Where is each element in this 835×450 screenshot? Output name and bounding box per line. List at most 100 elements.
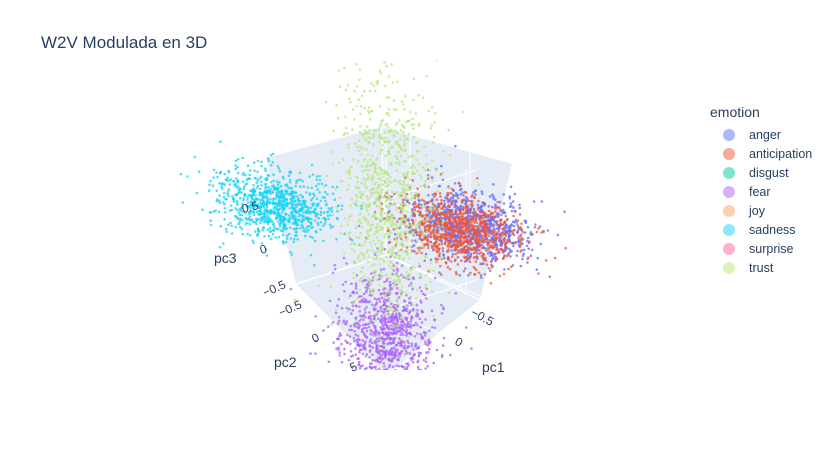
point-sadness-755: [267, 218, 270, 221]
point-sadness-796: [252, 213, 256, 217]
point-fear-292: [395, 261, 399, 265]
point-anger-299: [474, 189, 478, 192]
point-anticipation-835: [451, 228, 454, 232]
point-sadness-831: [266, 222, 270, 226]
point-trust-546: [423, 169, 427, 172]
point-fear-628: [398, 352, 401, 355]
point-fear-280: [344, 322, 348, 326]
point-fear-641: [349, 355, 353, 358]
point-sadness-542: [259, 207, 262, 210]
point-trust-469: [386, 288, 390, 291]
point-anger-484: [539, 242, 542, 246]
point-trust-778: [386, 183, 390, 186]
point-sadness-312: [264, 248, 268, 251]
point-fear-344: [341, 283, 345, 286]
point-anticipation-633: [462, 207, 466, 210]
point-anticipation-308: [535, 230, 539, 234]
point-anticipation-850: [516, 219, 520, 222]
point-sadness-798: [236, 165, 239, 169]
point-trust-606: [381, 227, 384, 230]
point-trust-686: [359, 196, 363, 200]
point-fear-787: [415, 312, 419, 315]
point-fear-197: [409, 319, 413, 323]
legend-item-fear[interactable]: fear: [710, 182, 812, 201]
point-trust-655: [406, 57, 409, 60]
point-anticipation-662: [480, 246, 484, 250]
point-anticipation-43: [405, 246, 409, 249]
point-trust-676: [391, 81, 395, 84]
point-sadness-671: [311, 204, 315, 207]
point-trust-40: [351, 158, 355, 161]
legend-item-joy[interactable]: joy: [710, 201, 812, 220]
point-sadness-864: [279, 229, 283, 232]
point-sadness-839: [276, 164, 280, 168]
point-sadness-808: [304, 217, 308, 220]
legend-label-surprise: surprise: [749, 241, 794, 256]
point-trust-802: [402, 257, 405, 261]
point-anticipation-790: [457, 216, 461, 220]
point-trust-504: [415, 288, 419, 292]
point-trust-398: [388, 162, 391, 165]
point-sadness-830: [254, 177, 258, 180]
point-trust-13: [370, 154, 374, 158]
legend-label-anticipation: anticipation: [749, 146, 813, 161]
legend-item-trust[interactable]: trust: [710, 258, 812, 277]
point-anticipation-125: [398, 206, 401, 210]
point-trust-226: [370, 179, 373, 182]
legend-item-anger[interactable]: anger: [710, 125, 812, 144]
legend-item-disgust[interactable]: disgust: [710, 163, 812, 182]
point-fear-374: [423, 371, 426, 374]
point-sadness-133: [288, 181, 292, 184]
point-trust-431: [427, 109, 431, 112]
point-trust-591: [384, 343, 387, 347]
point-trust-16: [352, 271, 356, 275]
point-anticipation-844: [413, 213, 417, 217]
point-sadness-826: [325, 202, 328, 206]
point-anger-770: [443, 199, 446, 203]
point-fear-616: [337, 348, 340, 352]
legend-item-anticipation[interactable]: anticipation: [710, 144, 812, 163]
point-trust-848: [398, 248, 402, 252]
point-anticipation-774: [484, 259, 488, 263]
point-fear-110: [390, 354, 394, 357]
legend: emotion anger anticipation disgust fear joy s…: [710, 104, 812, 277]
legend-swatch-trust: [723, 261, 735, 274]
point-trust-459: [324, 100, 328, 104]
point-trust-514: [404, 219, 408, 222]
legend-item-sadness[interactable]: sadness: [710, 220, 812, 239]
point-fear-406: [432, 374, 435, 377]
point-trust-768: [413, 166, 417, 170]
point-fear-316: [433, 276, 437, 280]
point-anticipation-820: [520, 228, 523, 232]
point-anticipation-366: [440, 242, 444, 246]
point-anticipation-889: [429, 236, 432, 239]
point-trust-228: [392, 108, 396, 111]
point-sadness-72: [288, 202, 292, 205]
point-fear-699: [343, 352, 346, 356]
point-sadness-424: [215, 199, 219, 203]
point-fear-575: [424, 340, 427, 344]
point-anticipation-611: [419, 212, 422, 216]
point-sadness-843: [260, 202, 263, 205]
z-tick-0: 0.5: [240, 198, 260, 216]
point-sadness-805: [287, 192, 291, 196]
point-trust-531: [390, 223, 394, 226]
point-sadness-695: [309, 206, 313, 210]
point-anger-45: [529, 231, 533, 234]
point-anger-805: [418, 225, 421, 228]
point-anticipation-814: [436, 217, 440, 221]
point-fear-179: [373, 297, 377, 300]
point-fear-874: [373, 304, 377, 307]
legend-item-surprise[interactable]: surprise: [710, 239, 812, 258]
point-trust-444: [343, 217, 347, 220]
point-fear-124: [380, 358, 384, 361]
point-sadness-895: [279, 201, 283, 204]
point-anticipation-678: [466, 210, 470, 214]
point-trust-615: [362, 177, 366, 180]
point-sadness-876: [271, 191, 275, 195]
point-sadness-26: [321, 196, 325, 199]
point-trust-715: [355, 175, 359, 179]
point-trust-343: [366, 160, 370, 164]
point-trust-95: [383, 236, 386, 239]
